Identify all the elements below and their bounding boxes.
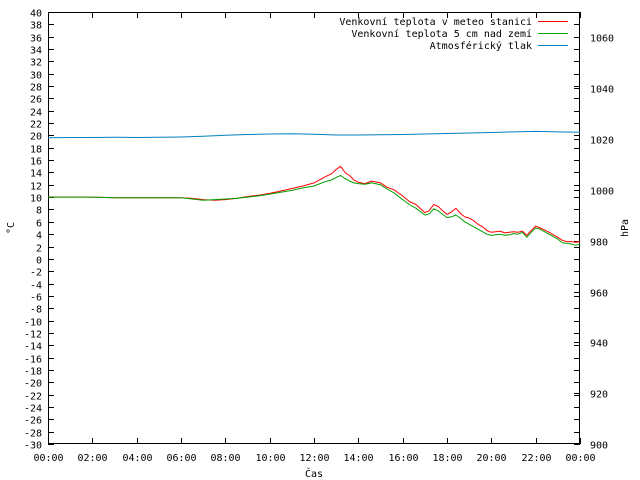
- y-tick-label: 34: [30, 46, 42, 57]
- y-tick-label: 8: [36, 206, 42, 217]
- y-tick-label: -6: [30, 293, 42, 304]
- y-tick-label: 12: [30, 182, 42, 193]
- y2-tick-label: 960: [590, 289, 608, 300]
- y-tick-label: -2: [30, 268, 42, 279]
- y2-tick-label: 1040: [590, 85, 614, 96]
- y-tick-label: 6: [36, 219, 42, 230]
- y2-tick-label: 1000: [590, 187, 614, 198]
- series-line-2: [47, 130, 581, 139]
- y2-tick-label: 1020: [590, 136, 614, 147]
- y-tick-label: -12: [24, 330, 42, 341]
- y-tick-label: 26: [30, 95, 42, 106]
- y2-tick-label: 980: [590, 238, 608, 249]
- legend-label: Venkovní teplota v meteo stanici: [339, 16, 532, 28]
- y-tick-label: 30: [30, 71, 42, 82]
- y-tick-label: 10: [30, 194, 42, 205]
- y-tick-label: 14: [30, 169, 42, 180]
- y2-tick-label: 1060: [590, 34, 614, 45]
- x-tick-label: 00:00: [33, 453, 63, 464]
- y-tick-label: 20: [30, 132, 42, 143]
- series-line-1: [48, 175, 581, 246]
- x-tick-label: 06:00: [166, 453, 196, 464]
- y-tick-label: -14: [24, 342, 42, 353]
- y-tick-label: -4: [30, 281, 42, 292]
- y-tick-label: -18: [24, 367, 42, 378]
- x-tick-label: 04:00: [122, 453, 152, 464]
- x-tick-label: 00:00: [565, 453, 595, 464]
- y2-tick-label: 940: [590, 339, 608, 350]
- x-axis-label: Čas: [305, 467, 323, 480]
- y-tick-label: -20: [24, 379, 42, 390]
- x-tick-label: 02:00: [77, 453, 107, 464]
- series-line-0: [48, 165, 581, 243]
- y2-axis-label: hPa: [620, 219, 631, 237]
- y2-tick-label: 900: [590, 441, 608, 452]
- y-tick-label: 32: [30, 58, 42, 69]
- y-tick-label: 28: [30, 83, 42, 94]
- y-tick-label: -10: [24, 318, 42, 329]
- x-tick-label: 14:00: [343, 453, 373, 464]
- y-tick-label: 0: [36, 256, 42, 267]
- x-tick-label: 20:00: [476, 453, 506, 464]
- y-axis-ticks: -30-28-26-24-22-20-18-16-14-12-10-8-6-4-…: [24, 9, 580, 452]
- x-tick-label: 08:00: [210, 453, 240, 464]
- y-tick-label: 36: [30, 34, 42, 45]
- y-tick-label: 16: [30, 157, 42, 168]
- y-tick-label: 40: [30, 9, 42, 20]
- y-axis-label: °C: [6, 222, 17, 234]
- x-tick-label: 16:00: [388, 453, 418, 464]
- y-tick-label: -26: [24, 416, 42, 427]
- y-tick-label: 24: [30, 108, 42, 119]
- y-tick-label: 4: [36, 231, 42, 242]
- y-tick-label: 2: [36, 244, 42, 255]
- y-tick-label: -16: [24, 355, 42, 366]
- x-tick-label: 18:00: [432, 453, 462, 464]
- y2-tick-label: 920: [590, 390, 608, 401]
- y2-axis-ticks: 900 920 940 960 980 1000 1020 1040 1060: [574, 34, 614, 452]
- x-axis-ticks: 00:00 02:00 04:00 06:00 08:00 10:00 12:00 14:00…: [33, 12, 596, 464]
- series-lines: [47, 130, 581, 246]
- y-tick-label: -30: [24, 441, 42, 452]
- x-tick-label: 12:00: [299, 453, 329, 464]
- y-tick-label: -24: [24, 404, 42, 415]
- plot-frame: [48, 12, 580, 444]
- y-tick-label: -22: [24, 392, 42, 403]
- y-tick-label: 38: [30, 21, 42, 32]
- y-tick-label: -28: [24, 429, 42, 440]
- legend-label: Venkovní teplota 5 cm nad zemí: [351, 28, 532, 40]
- legend: Venkovní teplota v meteo staniciVenkovní…: [339, 16, 568, 52]
- y-tick-label: -8: [30, 305, 42, 316]
- y-tick-label: 18: [30, 145, 42, 156]
- x-tick-label: 22:00: [521, 453, 551, 464]
- y-tick-label: 22: [30, 120, 42, 131]
- plot-area-border: [48, 12, 580, 444]
- x-tick-label: 10:00: [255, 453, 285, 464]
- legend-label: Atmosférický tlak: [430, 40, 532, 52]
